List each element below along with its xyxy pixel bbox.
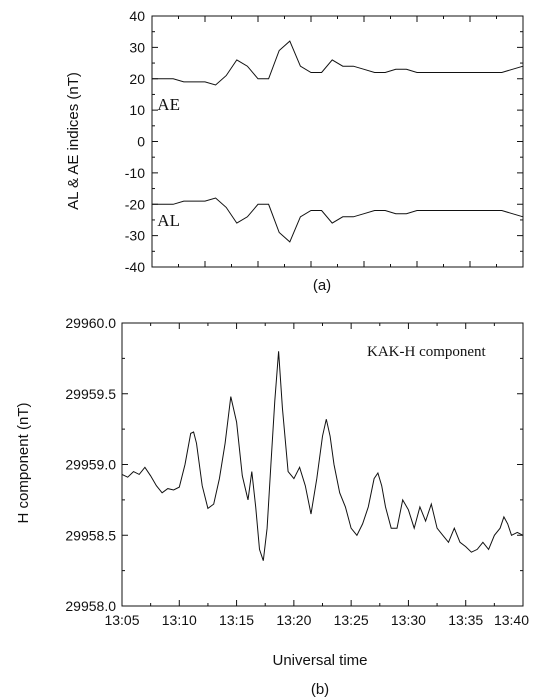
panel-b-y-tick-label: 29959.0 — [65, 457, 116, 473]
panel-a-y-ticks: 40 30 20 10 0 -10 -20 -30 -40 — [125, 8, 523, 275]
panel-a-y-tick-label: -10 — [125, 165, 145, 181]
panel-a-series-line-ae — [152, 40, 524, 86]
panel-b-x-tick-label: 13:10 — [162, 612, 197, 628]
panel-b-y-ticks: 29960.0 29959.5 29959.0 29958.5 29958.0 — [65, 315, 523, 614]
panel-a-y-tick-label: 40 — [129, 8, 145, 24]
panel-b-y-tick-label: 29959.5 — [65, 386, 116, 402]
panel-a-series-label-al: AL — [157, 211, 180, 230]
panel-b-y-tick-label: 29958.0 — [65, 598, 116, 614]
panel-b: 29960.0 29959.5 29959.0 29958.5 29958.0 13:0… — [15, 315, 529, 698]
panel-a: 40 30 20 10 0 -10 -20 -30 -40 AE AL AL & AE indic… — [65, 8, 524, 294]
panel-a-caption: (a) — [313, 277, 331, 294]
panel-b-x-tick-label: 13:25 — [334, 612, 369, 628]
panel-b-y-tick-label: 29960.0 — [65, 315, 116, 331]
panel-a-y-tick-label: -30 — [125, 228, 145, 244]
panel-b-x-tick-label: 13:30 — [391, 612, 426, 628]
panel-a-y-tick-label: -20 — [125, 196, 145, 212]
panel-b-x-axis-title: Universal time — [272, 652, 367, 669]
panel-b-y-tick-label: 29958.5 — [65, 527, 116, 543]
panel-b-x-tick-label: 13:15 — [219, 612, 254, 628]
panel-a-series-line-al — [152, 197, 524, 243]
panel-b-x-ticks: 13:05 13:10 13:15 13:20 13:25 13:30 13:35 13:40 — [104, 323, 529, 628]
panel-b-x-tick-label: 13:40 — [494, 612, 529, 628]
panel-a-series: AE AL — [152, 40, 524, 243]
panel-a-x-ticks — [151, 16, 524, 267]
panel-b-x-tick-label: 13:20 — [276, 612, 311, 628]
panel-b-annotation: KAK-H component — [367, 344, 487, 360]
panel-a-frame — [151, 15, 524, 268]
panel-a-y-tick-label: 30 — [129, 39, 145, 55]
panel-b-y-axis-title: H component (nT) — [15, 403, 32, 524]
panel-b-caption: (b) — [311, 681, 329, 698]
panel-b-series — [121, 351, 524, 561]
panel-a-series-label-ae: AE — [157, 95, 180, 114]
panel-a-y-tick-label: 20 — [129, 71, 145, 87]
panel-b-x-tick-label: 13:35 — [448, 612, 483, 628]
panel-a-y-tick-label: 0 — [137, 134, 145, 150]
panel-b-x-tick-label: 13:05 — [104, 612, 139, 628]
panel-b-frame — [121, 322, 524, 607]
panel-a-y-tick-label: 10 — [129, 102, 145, 118]
panel-b-series-line-kak-h — [121, 351, 524, 561]
panel-a-y-axis-title: AL & AE indices (nT) — [65, 72, 82, 210]
panel-a-y-tick-label: -40 — [125, 259, 145, 275]
